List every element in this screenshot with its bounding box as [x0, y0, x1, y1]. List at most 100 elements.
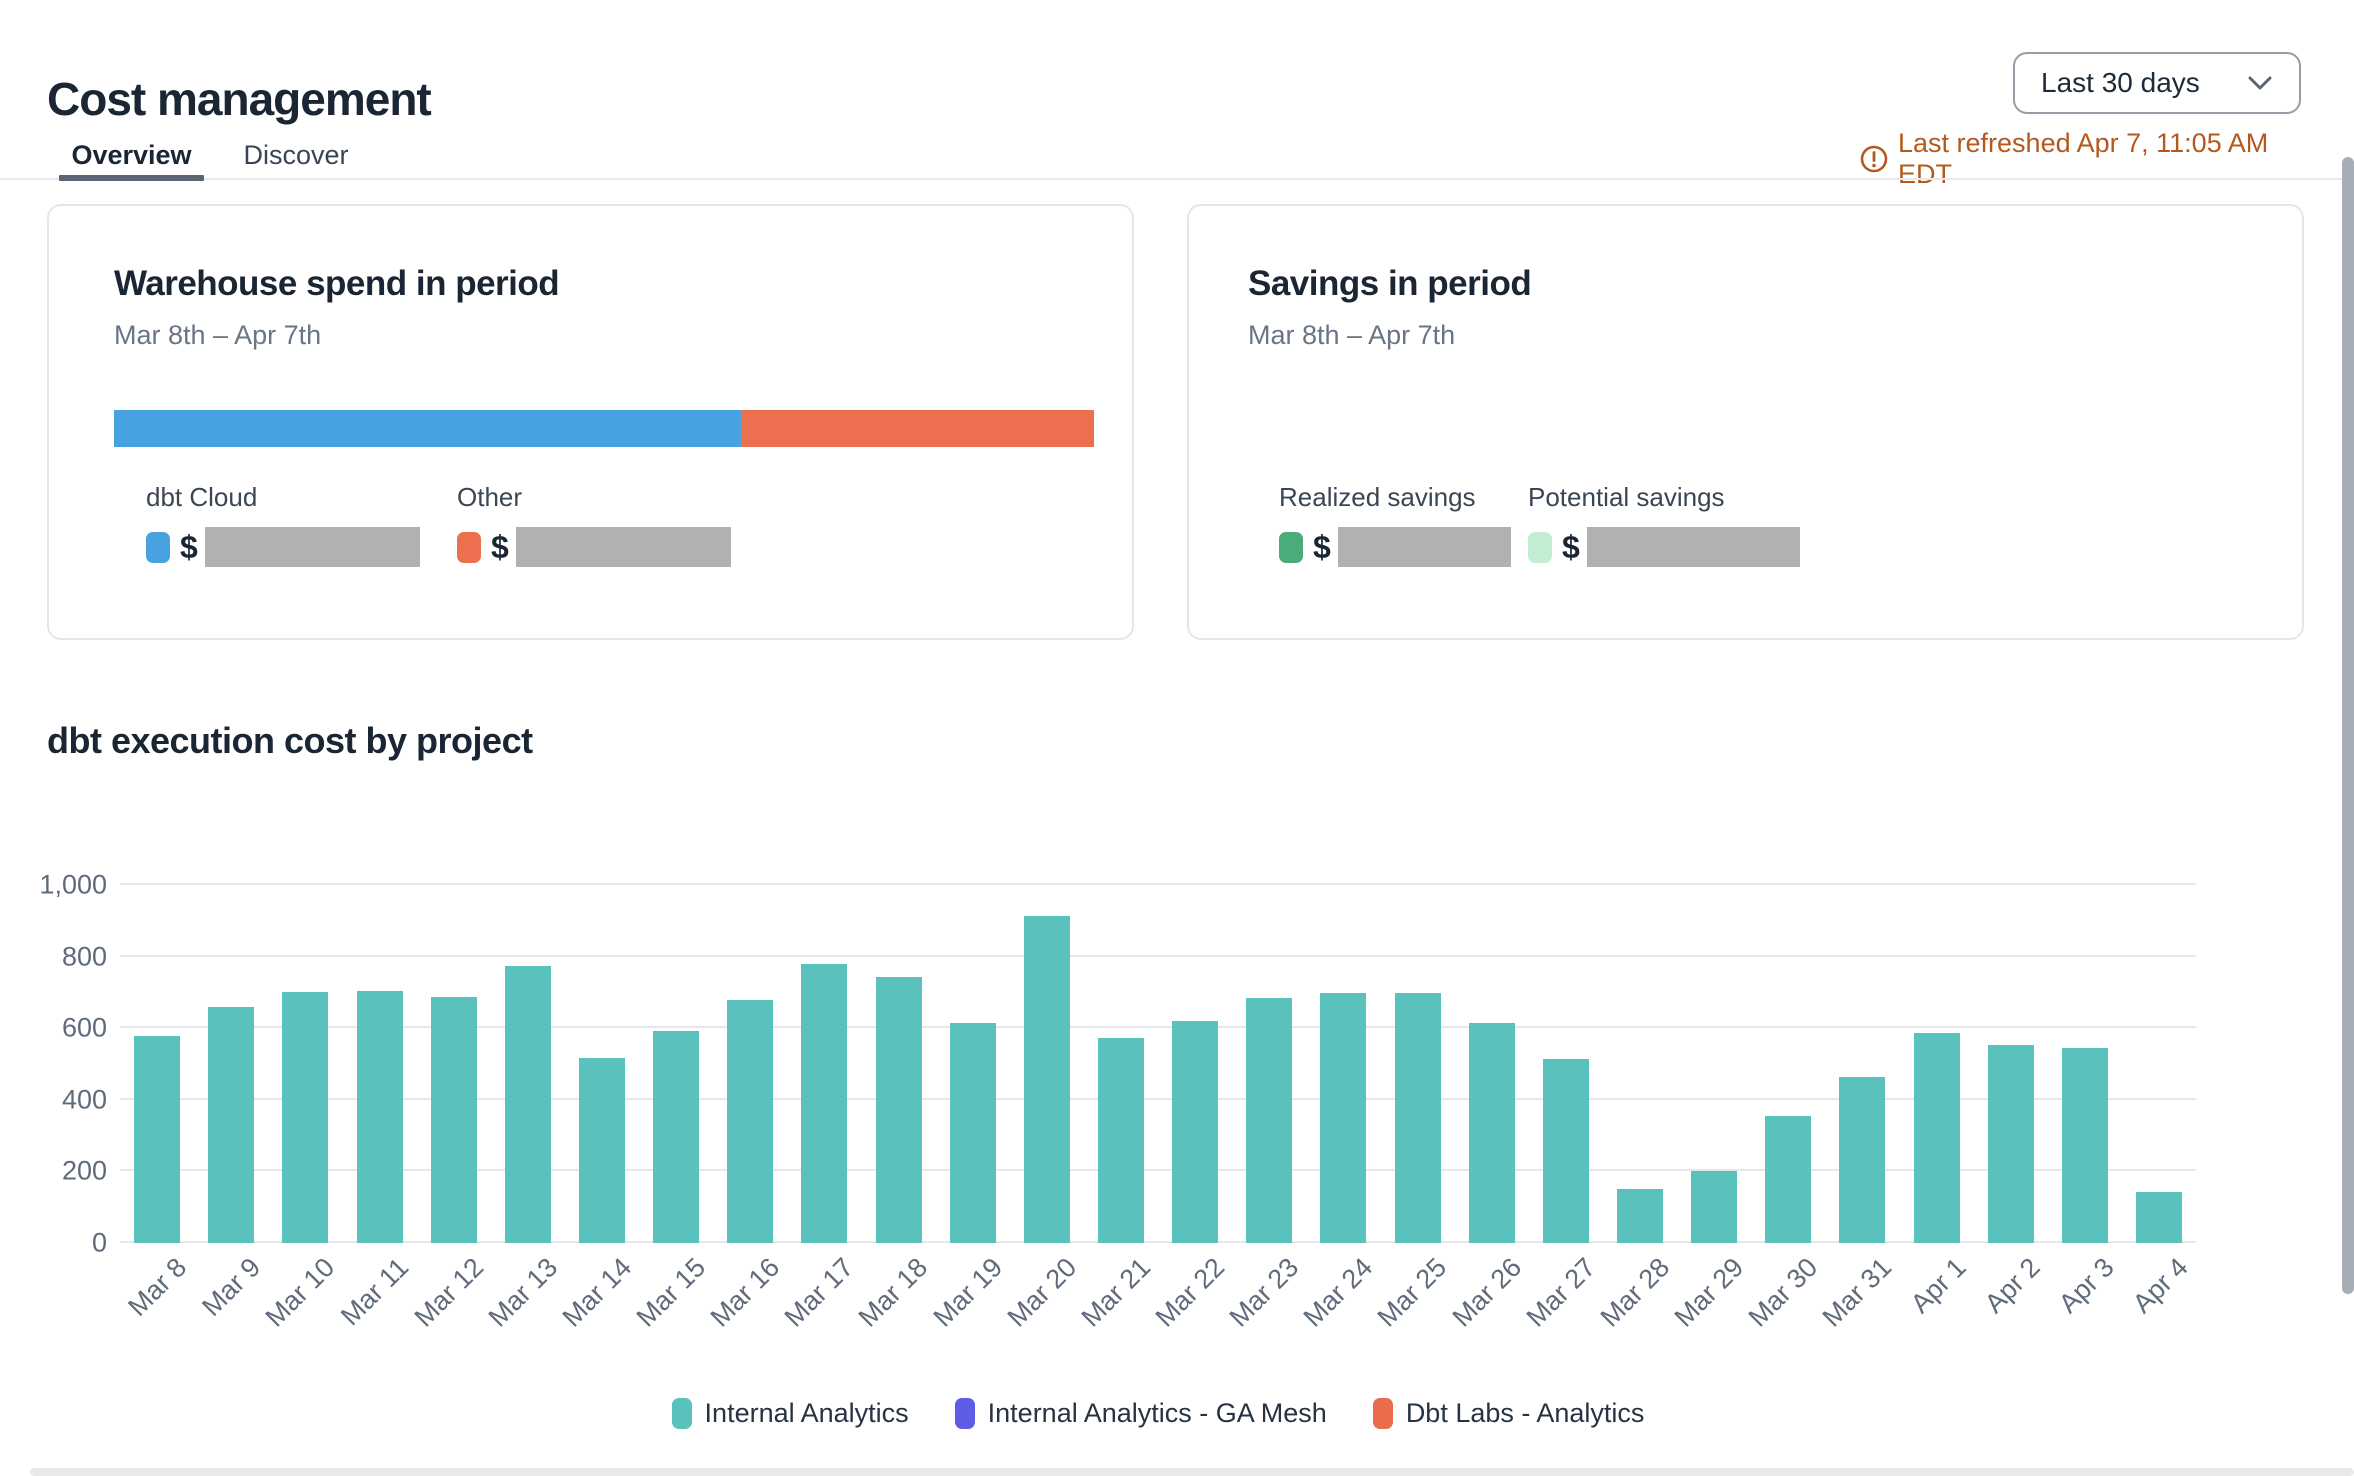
warehouse-spend-card: Warehouse spend in period Mar 8th – Apr … — [47, 204, 1134, 640]
legend-label: Other — [457, 482, 523, 512]
y-axis-tick-label: 1,000 — [39, 869, 107, 900]
gridline — [120, 954, 2196, 957]
x-axis-tick-label: Mar 8 — [122, 1252, 193, 1323]
page-title: Cost management — [47, 73, 432, 125]
gridline — [120, 1097, 2196, 1100]
warehouse-spend-stacked-bar[interactable] — [114, 410, 1094, 447]
dbt-cloud-swatch — [146, 531, 170, 563]
chart-legend-item-internal-analytics-ga-mesh[interactable]: Internal Analytics - GA Mesh — [954, 1398, 1327, 1429]
x-axis-tick-label: Mar 14 — [556, 1252, 638, 1333]
stacked-bar-segment-dbt-cloud[interactable] — [114, 410, 742, 447]
tab-overview[interactable]: Overview — [71, 139, 192, 170]
savings-card-date-range: Mar 8th – Apr 7th — [1248, 320, 1456, 350]
bar-mar-21[interactable] — [1097, 1038, 1144, 1243]
x-axis-tick-label: Apr 3 — [2053, 1252, 2121, 1319]
bar-mar-29[interactable] — [1691, 1171, 1738, 1243]
legend-swatch — [954, 1398, 975, 1429]
legend-label: Potential savings — [1528, 482, 1725, 512]
bar-apr-3[interactable] — [2061, 1048, 2108, 1243]
x-axis-tick-label: Mar 15 — [630, 1252, 712, 1333]
x-axis-tick-label: Mar 17 — [778, 1252, 860, 1333]
warehouse-card-date-range: Mar 8th – Apr 7th — [114, 320, 322, 350]
bar-mar-14[interactable] — [578, 1058, 625, 1243]
period-select-dropdown[interactable]: Last 30 days — [2013, 52, 2301, 114]
bar-mar-30[interactable] — [1765, 1116, 1812, 1243]
x-axis-tick-label: Mar 23 — [1223, 1252, 1305, 1333]
bar-mar-27[interactable] — [1542, 1059, 1589, 1243]
legend-group-dbt-cloud: dbt Cloud $ — [146, 482, 420, 567]
bar-mar-19[interactable] — [949, 1023, 996, 1243]
chart-title: dbt execution cost by project — [47, 720, 533, 761]
bar-mar-10[interactable] — [282, 992, 329, 1243]
redacted-value — [1586, 527, 1800, 567]
bar-mar-23[interactable] — [1246, 998, 1293, 1243]
stacked-bar-segment-other[interactable] — [741, 410, 1094, 447]
bar-mar-16[interactable] — [727, 1000, 774, 1243]
bar-mar-24[interactable] — [1320, 993, 1367, 1243]
bar-mar-26[interactable] — [1468, 1023, 1515, 1243]
vertical-scrollbar-thumb[interactable] — [2342, 157, 2354, 1294]
bar-apr-4[interactable] — [2135, 1192, 2182, 1243]
bar-mar-20[interactable] — [1023, 916, 1070, 1243]
bar-mar-15[interactable] — [653, 1031, 700, 1243]
gridline — [120, 883, 2196, 885]
x-axis-tick-label: Mar 19 — [927, 1252, 1008, 1333]
bar-mar-9[interactable] — [208, 1007, 255, 1243]
last-refreshed-text: Last refreshed Apr 7, 11:05 AM EDT — [1898, 128, 2269, 189]
tab-discover[interactable]: Discover — [243, 139, 349, 170]
chart-legend-item-internal-analytics[interactable]: Internal Analytics — [671, 1398, 909, 1429]
other-swatch — [457, 531, 481, 563]
chart-legend: Internal Analytics Internal Analytics - G… — [120, 1398, 2196, 1429]
legend-group-other: Other $ — [457, 482, 731, 567]
x-axis-tick-label: Apr 4 — [2127, 1252, 2195, 1319]
x-axis-tick-label: Mar 24 — [1297, 1252, 1379, 1333]
tabs-bottom-border — [0, 178, 2354, 180]
legend-label: dbt Cloud — [146, 482, 258, 512]
x-axis-tick-label: Mar 21 — [1075, 1252, 1157, 1333]
bar-apr-1[interactable] — [1913, 1033, 1960, 1243]
bar-chart-plot-area — [120, 883, 2196, 1243]
bar-mar-8[interactable] — [134, 1036, 181, 1243]
y-axis-tick-label: 400 — [61, 1084, 107, 1115]
x-axis-tick-label: Apr 1 — [1904, 1252, 1972, 1319]
realized-savings-swatch — [1279, 531, 1303, 563]
currency-symbol: $ — [180, 528, 198, 565]
legend-label: Dbt Labs - Analytics — [1405, 1398, 1645, 1428]
x-axis-tick-label: Mar 18 — [853, 1252, 934, 1333]
bar-mar-25[interactable] — [1394, 993, 1441, 1243]
x-axis-tick-label: Mar 22 — [1149, 1252, 1231, 1333]
bar-mar-18[interactable] — [875, 977, 922, 1243]
x-axis-tick-label: Mar 12 — [408, 1252, 489, 1333]
bar-mar-11[interactable] — [356, 991, 403, 1243]
horizontal-scrollbar-track[interactable] — [30, 1468, 2354, 1476]
x-axis-tick-label: Mar 25 — [1372, 1252, 1453, 1333]
bar-mar-31[interactable] — [1839, 1077, 1886, 1243]
chevron-down-icon — [2247, 75, 2273, 91]
legend-label: Realized savings — [1279, 482, 1476, 512]
bar-mar-13[interactable] — [504, 966, 551, 1243]
currency-symbol: $ — [491, 528, 509, 565]
warehouse-card-title: Warehouse spend in period — [114, 264, 560, 303]
currency-symbol: $ — [1313, 528, 1331, 565]
bar-apr-2[interactable] — [1987, 1045, 2034, 1243]
x-axis-tick-label: Mar 31 — [1816, 1252, 1898, 1333]
legend-group-realized-savings: Realized savings $ — [1279, 482, 1511, 567]
x-axis-tick-label: Mar 20 — [1001, 1252, 1083, 1333]
bar-mar-12[interactable] — [430, 997, 477, 1243]
bar-mar-28[interactable] — [1616, 1189, 1663, 1243]
x-axis-tick-label: Mar 26 — [1446, 1252, 1527, 1333]
legend-swatch — [1372, 1398, 1393, 1429]
savings-card: Savings in period Mar 8th – Apr 7th Real… — [1187, 204, 2304, 640]
y-axis-tick-label: 200 — [61, 1155, 107, 1186]
gridline — [120, 1169, 2196, 1172]
legend-label: Internal Analytics - GA Mesh — [987, 1398, 1327, 1428]
chart-legend-item-dbt-labs-analytics[interactable]: Dbt Labs - Analytics — [1372, 1398, 1645, 1429]
x-axis-tick-label: Mar 16 — [704, 1252, 786, 1333]
alert-circle-icon — [1860, 145, 1888, 173]
legend-group-potential-savings: Potential savings $ — [1528, 482, 1800, 567]
redacted-value — [204, 527, 420, 567]
bar-mar-22[interactable] — [1172, 1021, 1219, 1243]
bar-mar-17[interactable] — [801, 964, 848, 1243]
x-axis-tick-label: Mar 29 — [1668, 1252, 1750, 1333]
